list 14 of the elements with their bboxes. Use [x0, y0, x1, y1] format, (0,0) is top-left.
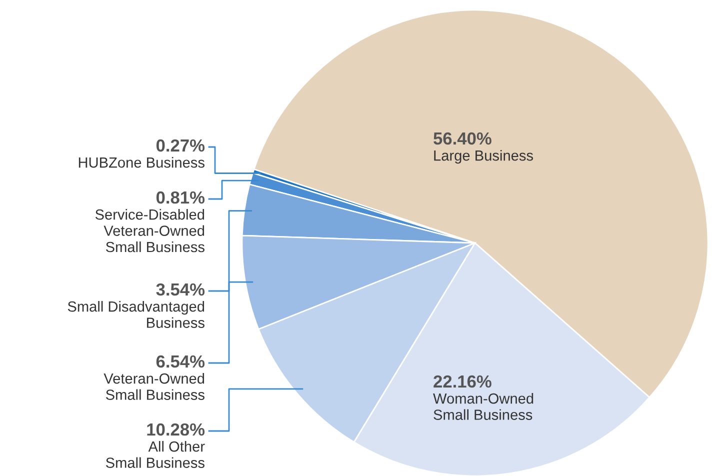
slice-label: Woman-Owned Small Business — [433, 393, 534, 420]
slice-label: Large Business — [434, 150, 533, 164]
slice-label: HUBZone Business — [78, 157, 204, 168]
slice-label: Veteran-Owned Small Business — [104, 373, 204, 400]
data-label: 22.16% — [434, 375, 492, 388]
slice-label: Service-Disabled Veteran-Owned Small Business — [95, 209, 204, 252]
data-label: 56.40% — [434, 132, 492, 145]
slice-label: Small Disadvantaged Business — [68, 301, 204, 328]
data-label: 3.54% — [156, 283, 205, 296]
data-label: 0.27% — [156, 139, 205, 152]
data-label: 6.54% — [156, 355, 205, 368]
slice-label: All Other Small Business — [106, 441, 205, 468]
data-label: 10.28% — [147, 423, 205, 436]
data-label: 0.81% — [156, 191, 205, 204]
